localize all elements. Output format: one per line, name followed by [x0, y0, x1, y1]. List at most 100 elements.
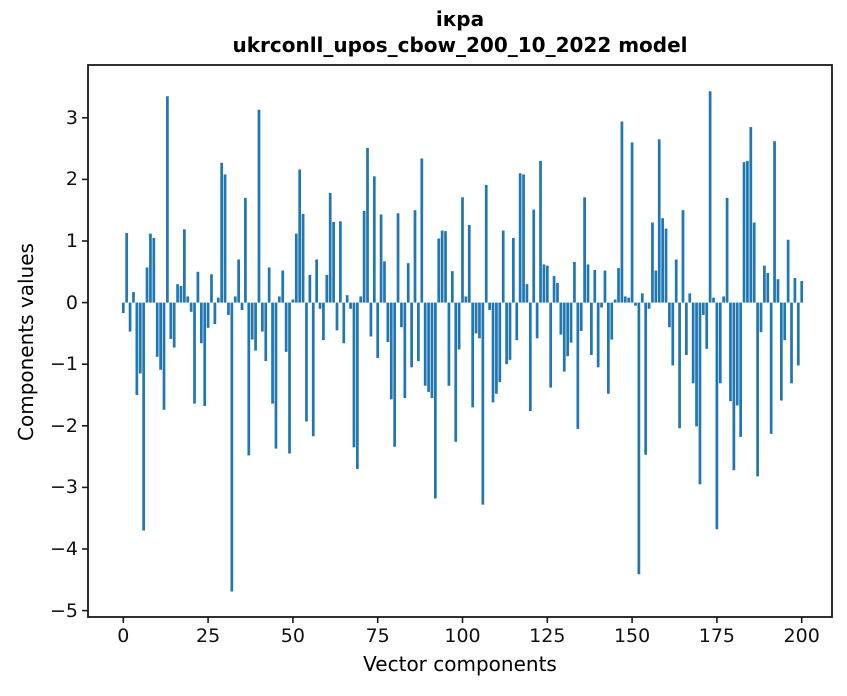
bar — [206, 302, 210, 328]
bar — [630, 142, 634, 303]
bar — [623, 296, 627, 303]
x-tick-label: 75 — [365, 625, 390, 647]
bar — [512, 237, 515, 303]
bar — [437, 238, 441, 303]
bar — [308, 274, 312, 303]
bar — [152, 237, 156, 303]
bar — [189, 302, 193, 312]
bar — [121, 302, 125, 314]
bar — [691, 302, 695, 384]
bar — [766, 273, 770, 303]
bar — [430, 302, 434, 399]
bar — [481, 302, 485, 505]
bar — [230, 302, 234, 592]
bar — [233, 296, 237, 303]
bar — [742, 162, 746, 303]
bar — [688, 293, 692, 303]
x-tick-label: 0 — [117, 625, 130, 647]
bar — [701, 302, 705, 315]
bar — [318, 302, 322, 309]
bar — [332, 221, 335, 303]
bar — [647, 302, 651, 309]
bar — [583, 197, 586, 303]
bar — [705, 302, 709, 349]
bar — [637, 302, 641, 575]
bar — [620, 121, 624, 303]
bar — [294, 233, 298, 303]
bar — [125, 232, 129, 303]
bar — [166, 96, 169, 303]
chart-title: ікра ukrconll_upos_cbow_200_10_2022 mode… — [88, 6, 832, 58]
bar — [769, 302, 773, 434]
bar — [796, 302, 800, 366]
bar — [264, 302, 268, 362]
bar — [715, 302, 719, 530]
bar — [569, 302, 573, 343]
bar — [383, 261, 386, 303]
bar — [735, 302, 739, 406]
bar — [250, 302, 254, 340]
bar — [644, 302, 648, 455]
bar — [515, 302, 519, 341]
bar — [142, 302, 146, 531]
bar — [159, 302, 162, 370]
bar — [542, 264, 546, 303]
bar — [651, 222, 654, 303]
bar — [284, 302, 288, 352]
bar — [539, 160, 542, 303]
bar — [247, 302, 251, 456]
bar — [535, 302, 539, 339]
bar — [610, 302, 614, 340]
bar — [617, 268, 620, 303]
bar — [505, 302, 508, 365]
axis-tick-marks — [82, 117, 803, 623]
bar — [345, 295, 349, 303]
bar — [725, 197, 729, 303]
y-tick-label: 3 — [65, 106, 78, 129]
bar — [389, 302, 393, 400]
bar — [420, 158, 424, 303]
bar — [756, 302, 759, 477]
x-tick-label: 100 — [444, 625, 481, 647]
bar — [237, 259, 240, 303]
bar — [739, 302, 742, 437]
bar — [376, 302, 380, 359]
bar — [752, 222, 756, 303]
bar — [423, 302, 427, 386]
bar — [776, 279, 780, 303]
bar — [586, 264, 590, 303]
bar — [196, 271, 200, 303]
bar — [274, 302, 278, 449]
bar — [325, 274, 329, 303]
bar — [712, 297, 715, 303]
bar — [169, 302, 173, 339]
bar — [668, 302, 671, 328]
bar — [596, 302, 600, 368]
bar — [315, 259, 318, 303]
bar — [518, 173, 522, 303]
bar — [471, 302, 475, 408]
bar — [590, 302, 593, 355]
bar — [176, 284, 179, 303]
y-tick-label: 0 — [65, 291, 78, 314]
bar — [434, 302, 437, 499]
y-tick-label: −5 — [49, 599, 78, 622]
bar — [671, 302, 675, 366]
x-tick-label: 200 — [783, 625, 820, 647]
bar — [454, 302, 458, 442]
bar — [400, 302, 403, 328]
bar — [556, 282, 559, 303]
bar — [545, 265, 549, 303]
bar — [396, 213, 400, 303]
bar — [335, 302, 339, 331]
bar — [193, 302, 196, 404]
bar — [484, 184, 488, 303]
bar — [366, 147, 369, 303]
bar — [579, 302, 583, 331]
y-tick-label: −3 — [49, 476, 78, 499]
bar — [362, 210, 366, 303]
bar — [732, 302, 736, 471]
bar — [220, 162, 224, 303]
y-tick-label: 2 — [65, 168, 78, 191]
